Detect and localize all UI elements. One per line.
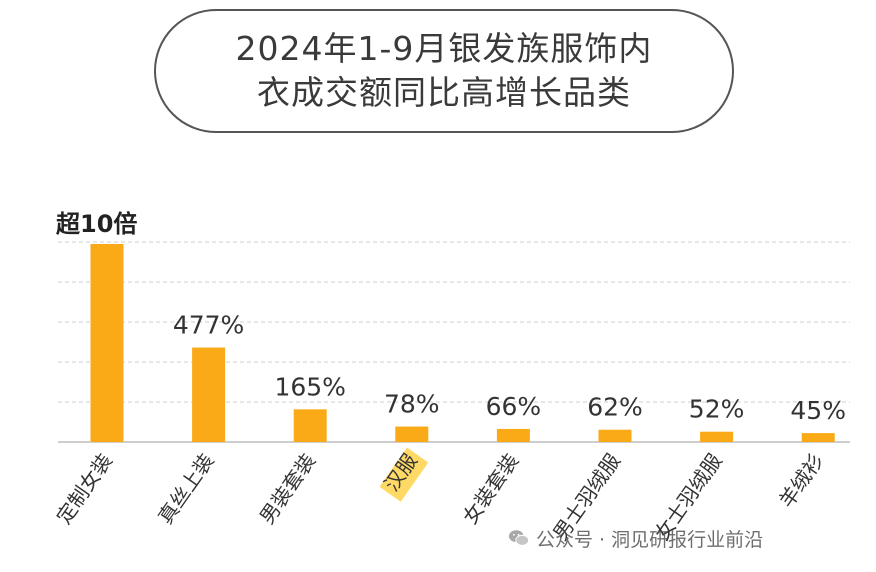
title-box: 2024年1-9月银发族服饰内 衣成交额同比高增长品类	[154, 9, 734, 133]
data-label: 超10倍	[56, 210, 137, 238]
bar	[395, 426, 429, 442]
data-label: 165%	[274, 372, 345, 401]
watermark: 公众号 · 洞见研报行业前沿	[508, 524, 763, 552]
bar	[598, 429, 632, 442]
bar	[293, 409, 327, 442]
bar	[496, 428, 530, 442]
wechat-icon	[508, 530, 530, 546]
category-label: 女装套装	[458, 449, 524, 528]
bar	[801, 433, 835, 442]
title-line-2: 衣成交额同比高增长品类	[257, 73, 631, 112]
bar	[192, 347, 226, 442]
category-label: 定制女装	[52, 449, 118, 528]
data-label: 62%	[587, 393, 643, 422]
category-label: 男装套装	[255, 449, 321, 528]
title-line-1: 2024年1-9月银发族服饰内	[235, 29, 653, 68]
data-label: 477%	[173, 311, 244, 340]
data-label: 52%	[689, 395, 745, 424]
category-highlight	[379, 447, 429, 502]
category-label: 真丝上装	[153, 449, 219, 528]
bar	[700, 431, 734, 442]
category-label: 羊绒衫	[774, 449, 828, 512]
bar	[90, 244, 124, 442]
data-label: 66%	[486, 392, 542, 421]
data-label: 45%	[790, 396, 846, 425]
watermark-text: 公众号 · 洞见研报行业前沿	[536, 528, 764, 551]
data-label: 78%	[384, 390, 440, 419]
